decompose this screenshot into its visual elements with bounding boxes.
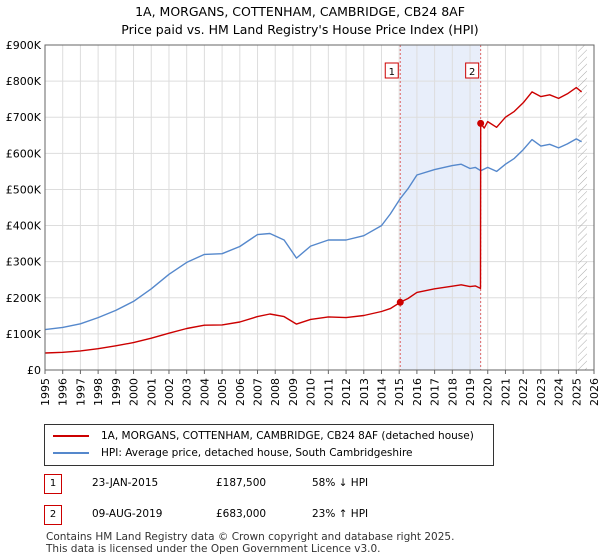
x-tick-label: 2007 <box>252 378 265 406</box>
forecast-hatch <box>578 45 587 370</box>
x-tick-label: 2016 <box>411 378 424 406</box>
x-tick-label: 2000 <box>128 378 141 406</box>
y-tick-label: £500K <box>6 183 42 196</box>
x-tick-label: 2015 <box>393 378 406 406</box>
x-tick-label: 2020 <box>482 378 495 406</box>
chart-subtitle: Price paid vs. HM Land Registry's House … <box>121 22 479 37</box>
sale-point <box>396 298 404 306</box>
chart-legend: 1A, MORGANS, COTTENHAM, CAMBRIDGE, CB24 … <box>44 424 494 466</box>
x-tick-label: 2008 <box>269 378 282 406</box>
x-tick-label: 1999 <box>110 378 123 406</box>
legend-label-hpi: HPI: Average price, detached house, Sout… <box>101 447 413 459</box>
x-tick-label: 2022 <box>517 378 530 406</box>
y-tick-label: £200K <box>6 292 42 305</box>
transaction-date: 09-AUG-2019 <box>92 508 163 520</box>
transaction-price: £187,500 <box>216 477 267 489</box>
x-tick-label: 1997 <box>74 378 87 406</box>
y-tick-label: £700K <box>6 111 42 124</box>
plot-frame <box>44 44 595 371</box>
x-tick-label: 2024 <box>553 378 566 406</box>
y-tick-label: £900K <box>6 39 42 52</box>
x-tick-label: 2009 <box>287 378 300 406</box>
property-price-line <box>44 86 583 354</box>
x-tick-label: 1998 <box>92 378 105 406</box>
legend-swatch-hpi <box>53 452 89 454</box>
transaction-date: 23-JAN-2015 <box>92 477 159 489</box>
legend-item-hpi: HPI: Average price, detached house, Sout… <box>53 447 413 459</box>
y-tick-label: £0 <box>27 364 41 377</box>
x-tick-label: 2005 <box>216 378 229 406</box>
annotation-box <box>384 62 399 79</box>
x-tick-label: 2010 <box>305 378 318 406</box>
x-tick-label: 2025 <box>570 378 583 406</box>
x-tick-label: 2011 <box>322 378 335 406</box>
legend-item-property: 1A, MORGANS, COTTENHAM, CAMBRIDGE, CB24 … <box>53 430 474 442</box>
y-tick-label: £100K <box>6 328 42 341</box>
annotation-label: 2 <box>469 67 475 78</box>
y-tick-label: £400K <box>6 220 42 233</box>
x-tick-label: 2021 <box>499 378 512 406</box>
y-tick-label: £800K <box>6 75 42 88</box>
y-tick-label: £300K <box>6 256 42 269</box>
x-tick-label: 1996 <box>57 378 70 406</box>
x-tick-label: 2003 <box>181 378 194 406</box>
x-tick-label: 2017 <box>429 378 442 406</box>
sale-period-shading <box>400 45 481 370</box>
price-chart: 1 2 £0 £100K £200K £300K £400K £500K £600K £700K £… <box>6 39 600 406</box>
y-tick-label: £600K <box>6 147 42 160</box>
chart-title: 1A, MORGANS, COTTENHAM, CAMBRIDGE, CB24 … <box>135 4 465 19</box>
annotation-box <box>465 62 480 79</box>
x-tick-label: 2023 <box>535 378 548 406</box>
transaction-marker: 1 <box>44 474 62 494</box>
transaction-marker: 2 <box>44 505 62 525</box>
footer-license: This data is licensed under the Open Gov… <box>46 543 381 555</box>
x-tick-label: 1995 <box>39 378 52 406</box>
legend-label-property: 1A, MORGANS, COTTENHAM, CAMBRIDGE, CB24 … <box>101 430 474 442</box>
transaction-hpi: 58% ↓ HPI <box>312 477 369 489</box>
x-tick-label: 2013 <box>358 378 371 406</box>
footer-copyright: Contains HM Land Registry data © Crown c… <box>46 531 455 543</box>
x-tick-label: 2018 <box>446 378 459 406</box>
transaction-hpi: 23% ↑ HPI <box>312 508 369 520</box>
x-tick-label: 2006 <box>234 378 247 406</box>
x-tick-label: 2026 <box>588 378 600 406</box>
x-tick-label: 2012 <box>340 378 353 406</box>
x-tick-label: 2014 <box>375 378 388 406</box>
x-tick-label: 2019 <box>464 378 477 406</box>
annotation-label: 1 <box>389 67 395 78</box>
transaction-price: £683,000 <box>216 508 267 520</box>
x-tick-label: 2002 <box>163 378 176 406</box>
legend-swatch-property <box>53 435 89 437</box>
sale-point <box>477 119 485 127</box>
x-tick-label: 2001 <box>145 378 158 406</box>
hpi-line <box>44 138 582 331</box>
x-tick-label: 2004 <box>198 378 211 406</box>
